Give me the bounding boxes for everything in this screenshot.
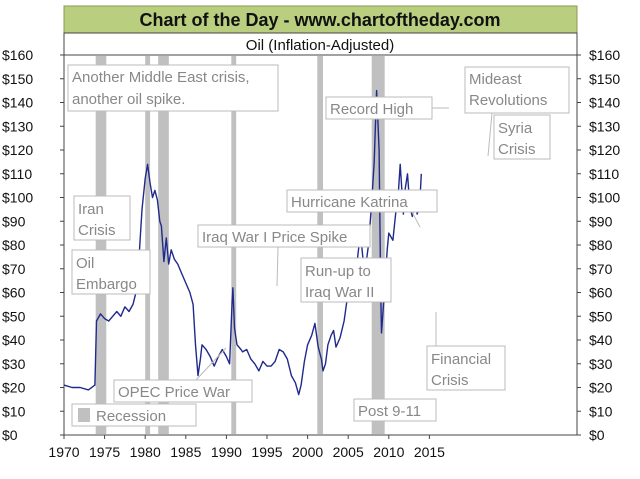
y-tick-label: $10 [589, 403, 613, 419]
legend-box [71, 403, 197, 427]
recession-band [158, 56, 169, 434]
y-tick-label: $160 [2, 47, 33, 63]
x-tick-label: 2000 [292, 444, 323, 460]
annotation-line: Embargo [76, 276, 137, 293]
series-layer [63, 89, 422, 396]
annotation-line: Run-up to [305, 263, 371, 280]
annotation-hurricane-katrina: Hurricane Katrina [286, 189, 438, 228]
y-tick-label: $50 [2, 308, 26, 324]
recession-band [145, 56, 151, 434]
y-tick-label: $140 [2, 95, 33, 111]
annotation-post-9-11: Post 9-11 [353, 398, 437, 422]
annotation-record-high: Record High [325, 96, 449, 120]
annotation-mideast-revolutions: Mideast Revolutions [464, 66, 570, 157]
y-tick-label: $110 [589, 166, 619, 182]
x-tick-label: 2005 [333, 444, 364, 460]
annotation-financial-crisis: Financial Crisis [426, 312, 506, 391]
y-tick-label: $40 [2, 332, 26, 348]
y-tick-label: $120 [2, 142, 33, 158]
annotation-leader [487, 112, 493, 157]
y-tick-label: $80 [2, 237, 26, 253]
y-tick-label: $100 [2, 190, 33, 206]
legend-swatch-recession [78, 408, 90, 422]
chart-title: Chart of the Day - www.chartoftheday.com [139, 10, 500, 30]
chart-subtitle: Oil (Inflation-Adjusted) [246, 37, 394, 54]
x-tick-label: 1970 [48, 444, 79, 460]
annotation-line: another oil spike. [72, 91, 185, 108]
annotation-line: Another Middle East crisis, [72, 69, 250, 86]
y-tick-label: $0 [2, 427, 18, 443]
annotation-syria-crisis: Syria Crisis [493, 114, 551, 160]
y-tick-label: $30 [589, 356, 613, 372]
y-tick-label: $40 [589, 332, 613, 348]
annotation-iraq-war-ii: Run-up to Iraq War II [300, 257, 392, 303]
x-tick-label: 1980 [130, 444, 161, 460]
annotation-line: Record High [330, 101, 413, 118]
y-tick-label: $140 [589, 95, 620, 111]
annotation-leader [276, 246, 279, 287]
annotation-opec-price-war: OPEC Price War [113, 347, 253, 403]
annotation-line: Iran [78, 201, 104, 218]
annotation-line: Iraq War I Price Spike [202, 229, 347, 246]
annotation-oil-embargo: Oil Embargo [71, 249, 151, 295]
y-tick-label: $80 [589, 237, 613, 253]
y-tick-label: $100 [589, 190, 620, 206]
annotation-line: Mideast [469, 71, 522, 88]
annotation-line: Crisis [431, 372, 469, 389]
y-tick-label: $110 [2, 166, 32, 182]
legend: Recession [71, 403, 197, 427]
annotation-line: OPEC Price War [118, 384, 230, 401]
recession-band [95, 56, 107, 434]
annotation-line: Crisis [498, 141, 536, 158]
annotation-leader [411, 211, 421, 228]
y-tick-label: $10 [2, 403, 26, 419]
annotation-line: Revolutions [469, 92, 547, 109]
annotation-line: Oil [76, 255, 94, 272]
x-axis: 1970 1975 1980 1985 1990 1995 2000 2005 2010 2015 [48, 435, 445, 460]
y-tick-label: $30 [2, 356, 26, 372]
title-banner [63, 5, 578, 34]
x-tick-label: 2010 [373, 444, 404, 460]
y-tick-label: $70 [589, 261, 613, 277]
y-tick-label: $150 [589, 71, 620, 87]
annotation-leader [195, 347, 227, 381]
y-axis-left: $0 $10 $20 $30 $40 $50 $60 $70 $80 $90 $100 $110 $12… [2, 47, 64, 443]
y-tick-label: $160 [589, 47, 620, 63]
series-line [63, 89, 422, 396]
y-tick-label: $120 [589, 142, 620, 158]
y-tick-label: $0 [589, 427, 605, 443]
annotation-line: Crisis [78, 222, 116, 239]
x-tick-label: 1985 [170, 444, 201, 460]
y-tick-label: $90 [589, 213, 613, 229]
y-tick-label: $20 [589, 380, 613, 396]
annotation-iran-crisis: Iran Crisis [73, 195, 131, 241]
annotation-line: Post 9-11 [358, 403, 421, 420]
y-tick-label: $60 [589, 285, 613, 301]
x-tick-label: 1975 [89, 444, 120, 460]
y-tick-label: $20 [2, 380, 26, 396]
x-tick-label: 1990 [211, 444, 242, 460]
annotation-line: Iraq War II [305, 284, 374, 301]
y-tick-label: $130 [589, 118, 620, 134]
y-tick-label: $150 [2, 71, 33, 87]
y-tick-label: $130 [2, 118, 33, 134]
y-tick-label: $50 [589, 308, 613, 324]
y-tick-label: $70 [2, 261, 26, 277]
annotations: Another Middle East crisis, another oil … [67, 64, 570, 422]
x-tick-label: 2015 [414, 444, 445, 460]
y-tick-label: $90 [2, 213, 26, 229]
annotation-iraq-war-i: Iraq War I Price Spike [197, 224, 371, 287]
legend-label: Recession [96, 408, 166, 425]
annotation-line: Syria [498, 120, 533, 137]
x-tick-label: 1995 [251, 444, 282, 460]
annotation-line: Hurricane Katrina [291, 194, 408, 211]
annotation-middle-east: Another Middle East crisis, another oil … [67, 64, 279, 112]
y-axis-right: $0 $10 $20 $30 $40 $50 $60 $70 $80 $90 $100 $110 $12… [577, 47, 620, 443]
y-tick-label: $60 [2, 285, 26, 301]
annotation-line: Financial [431, 351, 491, 368]
